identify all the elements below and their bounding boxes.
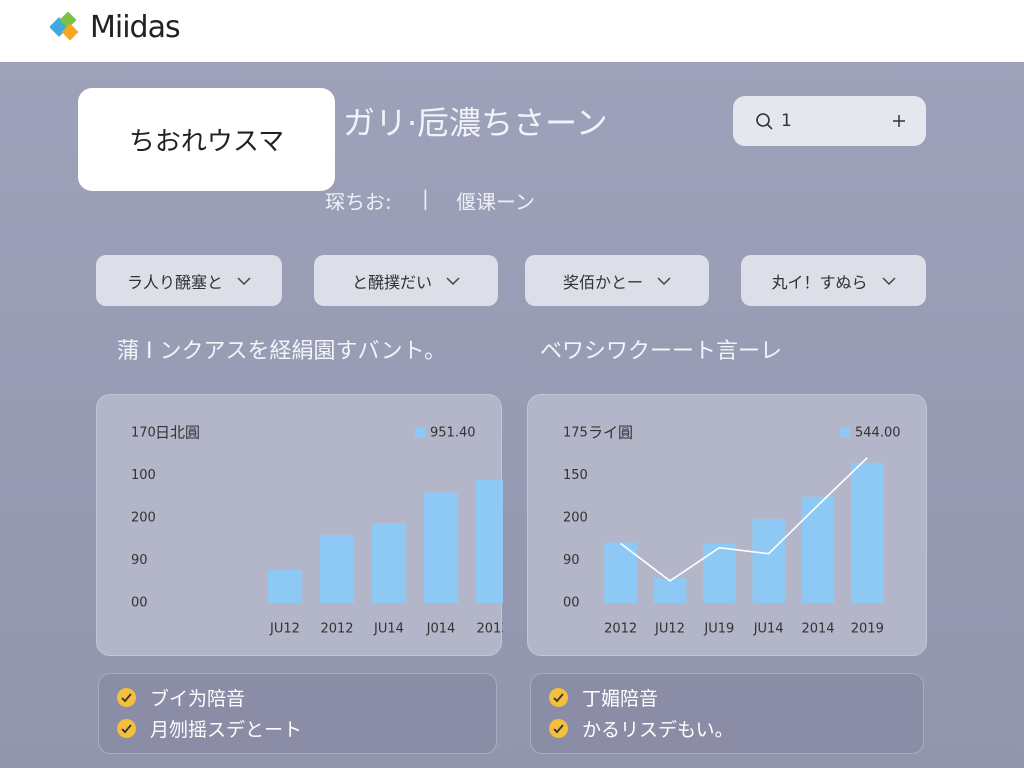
card[interactable]: ちおれウスマ bbox=[78, 88, 335, 191]
y-tick-label: 200 bbox=[563, 511, 588, 526]
check-mark bbox=[121, 723, 132, 733]
checklist: 丁媚陪音かるリスデもい。 bbox=[530, 673, 924, 754]
check-path bbox=[553, 692, 564, 702]
y-tick-label: 100 bbox=[131, 468, 156, 483]
x-tick-label: JU14 bbox=[753, 622, 784, 637]
section-title: 蒲 I ンクアスを経絹園すバント。 bbox=[117, 339, 447, 364]
chevron-path bbox=[881, 276, 896, 285]
bar bbox=[703, 543, 736, 603]
chevron bbox=[237, 276, 251, 285]
y-tick-label: 200 bbox=[131, 511, 156, 526]
filter-dropdown[interactable]: ラ人り醗塞と bbox=[96, 255, 282, 306]
add-icon[interactable] bbox=[891, 113, 907, 129]
bar bbox=[851, 462, 884, 603]
check-icon bbox=[549, 687, 568, 707]
check-label: 丁媚陪音 bbox=[582, 687, 659, 710]
check-item: 丁媚陪音 bbox=[549, 682, 658, 712]
legend-swatch bbox=[840, 428, 850, 438]
legend-label: 951.40 bbox=[430, 426, 476, 441]
check-icon bbox=[549, 718, 568, 738]
x-tick-label: J014 bbox=[426, 622, 456, 637]
check-mark bbox=[553, 692, 564, 702]
check-path bbox=[121, 692, 132, 702]
x-tick-label: 2019 bbox=[851, 622, 884, 637]
chevron-path bbox=[237, 276, 251, 285]
page-title: ガリ·卮濃ちさーン bbox=[343, 104, 608, 142]
legend-label: 544.00 bbox=[855, 426, 901, 441]
check-label: 月刎摇スデとート bbox=[150, 718, 303, 741]
chevron-path bbox=[446, 276, 460, 285]
search-value: 1 bbox=[781, 111, 792, 131]
section-title: ベワシワクーート言ーレ bbox=[540, 339, 783, 364]
logo bbox=[50, 12, 79, 41]
filter-label: 丸イ！すぬら bbox=[771, 272, 868, 292]
check-icon bbox=[117, 718, 136, 738]
check-item: かるリスデもい。 bbox=[549, 713, 734, 743]
y-tick-label: 00 bbox=[131, 596, 148, 611]
bar bbox=[801, 496, 835, 603]
line bbox=[620, 457, 868, 582]
filter-label: ラ人り醗塞と bbox=[126, 272, 223, 292]
check-label: ブイ为陪音 bbox=[150, 687, 246, 710]
chart-panel: ライ圓 00 90 200 150 175 544.00 2012 JU12 JU19 JU14 20… bbox=[527, 394, 927, 656]
bar bbox=[653, 578, 687, 603]
filter-dropdown[interactable]: と醗撲だい bbox=[314, 255, 498, 306]
chevron bbox=[657, 276, 671, 285]
x-tick-label: JU12 bbox=[654, 622, 685, 637]
bar bbox=[371, 523, 407, 603]
chart-title: 日北圓 bbox=[155, 424, 200, 442]
y-tick-label: 90 bbox=[131, 553, 148, 568]
check-item: ブイ为陪音 bbox=[117, 682, 245, 712]
check-path bbox=[121, 723, 132, 733]
check-path bbox=[553, 723, 564, 733]
filter-label: 奖佰かとー bbox=[562, 272, 643, 292]
x-tick-label: JU14 bbox=[373, 622, 404, 637]
subtitle-separator: | bbox=[422, 186, 429, 210]
header: Miidas bbox=[0, 0, 1024, 62]
bar bbox=[267, 569, 303, 603]
check-item: 月刎摇スデとート bbox=[117, 713, 302, 743]
x-tick-label: 2012 bbox=[320, 622, 353, 637]
check-mark bbox=[121, 692, 132, 702]
y-tick-label: 175 bbox=[563, 426, 588, 441]
chevron bbox=[446, 276, 460, 285]
subtitle-left: 琛ちお: bbox=[325, 190, 392, 214]
x-tick-label: 2013 bbox=[476, 622, 503, 637]
x-tick-label: 2012 bbox=[604, 622, 637, 637]
brand: Miidas bbox=[90, 10, 181, 45]
y-tick-label: 170 bbox=[131, 426, 156, 441]
y-tick-label: 00 bbox=[563, 596, 580, 611]
chart: 日北圓 00 90 200 100 170 951.40 JU12 2012 JU14 J014 20… bbox=[131, 424, 563, 637]
chart-panel: 日北圓 00 90 200 100 170 951.40 JU12 2012 JU14 J014 20… bbox=[96, 394, 563, 656]
chevron bbox=[881, 276, 896, 285]
bar bbox=[423, 492, 459, 603]
chart-title: ライ圓 bbox=[588, 424, 633, 442]
x-tick-label: JU12 bbox=[269, 622, 300, 637]
checklist: ブイ为陪音月刎摇スデとート bbox=[98, 673, 497, 754]
x-tick-label: 2014 bbox=[801, 622, 834, 637]
chevron-path bbox=[657, 276, 671, 285]
check-icon bbox=[117, 687, 136, 707]
x-tick-label: JU19 bbox=[703, 622, 734, 637]
check-label: かるリスデもい。 bbox=[582, 718, 734, 741]
search-icon bbox=[756, 113, 773, 130]
y-tick-label: 150 bbox=[563, 468, 588, 483]
subtitle-right: 偃课ーン bbox=[456, 190, 535, 214]
bar bbox=[475, 479, 511, 603]
search-box[interactable]: 1 bbox=[733, 96, 926, 146]
bar bbox=[319, 535, 355, 603]
filter-dropdown[interactable]: 奖佰かとー bbox=[525, 255, 709, 306]
legend-swatch bbox=[415, 428, 425, 438]
filter-label: と醗撲だい bbox=[351, 272, 432, 292]
chart: ライ圓 00 90 200 150 175 544.00 2012 JU12 JU19 JU14 20… bbox=[563, 424, 901, 637]
check-mark bbox=[553, 723, 564, 733]
bar bbox=[752, 518, 785, 603]
y-tick-label: 90 bbox=[563, 553, 580, 568]
filter-dropdown[interactable]: 丸イ！すぬら bbox=[741, 255, 926, 306]
